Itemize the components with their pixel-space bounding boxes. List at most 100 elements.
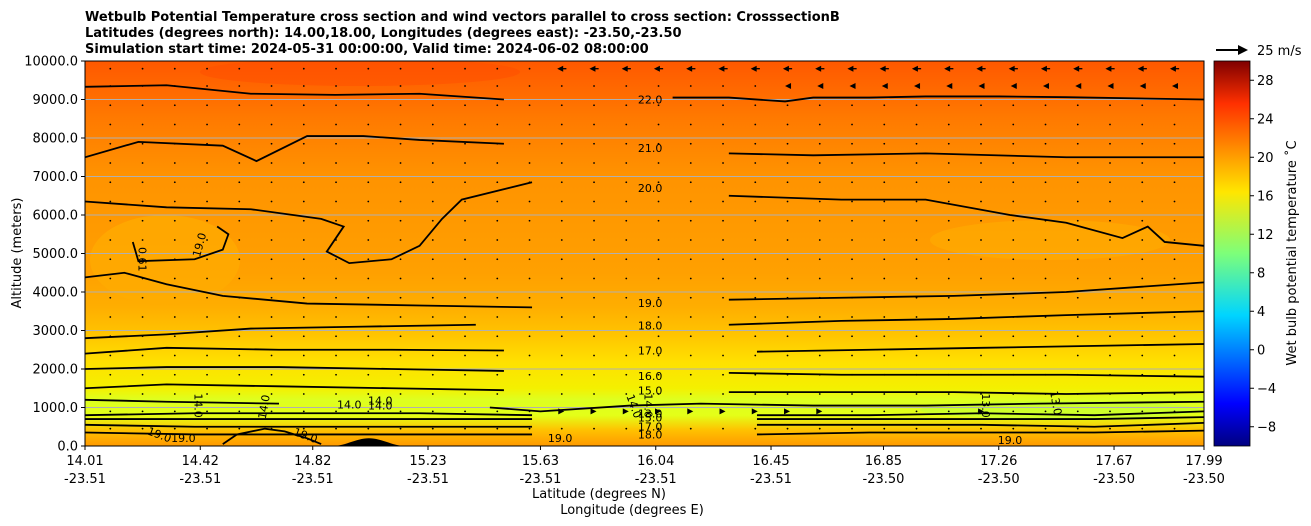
wind-vector [270,316,273,318]
x-axis-label: Latitude (degrees N) [532,487,666,502]
wind-vector [173,239,176,241]
wind-vector [431,410,434,413]
wind-vector [302,239,305,241]
wind-vector [883,277,886,280]
wind-vector [786,316,789,318]
wind-vector [109,239,112,241]
wind-vector [915,104,918,107]
wind-vector [335,316,337,318]
wind-vector [206,258,208,261]
contour-label: 18.0 [638,428,663,441]
wind-vector [947,142,950,145]
wind-vector [141,142,144,145]
wind-vector [109,200,112,203]
wind-vector [818,104,821,107]
wind-vector [1076,316,1079,318]
wind-vector [141,162,144,164]
wind-vector [786,123,789,126]
wind-vector [238,219,241,222]
wind-vector [851,427,853,430]
wind-vector [173,335,176,338]
wind-vector [206,239,208,241]
wind-vector [399,316,402,318]
x-tick-label-lat: 16.04 [637,454,674,469]
wind-vector [1076,410,1079,413]
wind-vector [431,258,434,261]
y-tick-label: 1000.0 [33,401,79,416]
wind-vector-head [655,408,662,415]
wind-vector [883,181,886,184]
wind-vector [1076,335,1079,338]
wind-vector-head [782,65,789,72]
wind-vector [1076,354,1079,357]
wind-vector [109,142,112,145]
wind-vector [109,354,112,357]
wind-vector [206,104,208,107]
wind-vector [818,239,821,241]
wind-vector-head [847,65,854,72]
wind-vector [851,104,853,107]
wind-vector [367,373,370,376]
wind-vector [528,239,531,241]
wind-vector [947,258,950,261]
wind-vector [431,104,434,107]
wind-vector [593,181,595,184]
contour-line [756,416,1204,420]
wind-key-arrowhead [1238,45,1248,55]
wind-vector [980,373,982,376]
wind-vector [560,354,563,357]
contour-line [85,423,533,428]
wind-vector [722,335,724,338]
wind-vector [302,162,305,164]
wind-vector [173,258,176,261]
wind-vector-head [557,65,564,72]
wind-vector [915,393,918,395]
wind-vector [722,181,724,184]
cool-patch-right [930,220,1170,260]
wind-vector [528,104,531,107]
wind-vector [1173,104,1176,107]
wind-vector [1173,258,1176,261]
wind-vector [109,162,112,164]
wind-vector [1076,277,1079,280]
wind-vector [593,142,595,145]
wind-vector [399,410,402,413]
wind-vector [1044,316,1047,318]
wind-vector [1141,410,1144,413]
wind-vector [625,258,628,261]
wind-vector [173,181,176,184]
wind-vector-head [1137,65,1144,72]
wind-vector [464,354,466,357]
colorbar-tick-label: 12 [1257,228,1274,243]
wind-vector-head [621,65,628,72]
wind-vector [1173,123,1176,126]
wind-vector [560,258,563,261]
wind-vector [1141,277,1144,280]
wind-vector [528,410,531,413]
wind-vector [1173,181,1176,184]
terrain-shape [332,438,406,446]
wind-vector [980,219,982,222]
contour-label: 17.0 [638,345,663,358]
wind-vector [818,200,821,203]
wind-vector [883,373,886,376]
wind-vector [141,335,144,338]
wind-vector [1173,393,1176,395]
wind-vector [1173,277,1176,280]
wind-vector-head [914,83,921,90]
x-tick-label-lon: -23.51 [520,472,562,487]
wind-vector [431,373,434,376]
contour-line [489,400,1204,413]
y-tick-label: 9000.0 [33,93,79,108]
contour-label: 15.0 [638,385,663,398]
wind-vector [625,277,628,280]
wind-vector [1044,354,1047,357]
wind-vector [689,85,692,87]
wind-vector [141,85,144,87]
contour-label: 22.0 [638,93,663,106]
wind-vector [754,373,757,376]
wind-vector [851,239,853,241]
wind-vector-head [1107,83,1114,90]
wind-vector [722,373,724,376]
wind-vector-head [686,65,693,72]
